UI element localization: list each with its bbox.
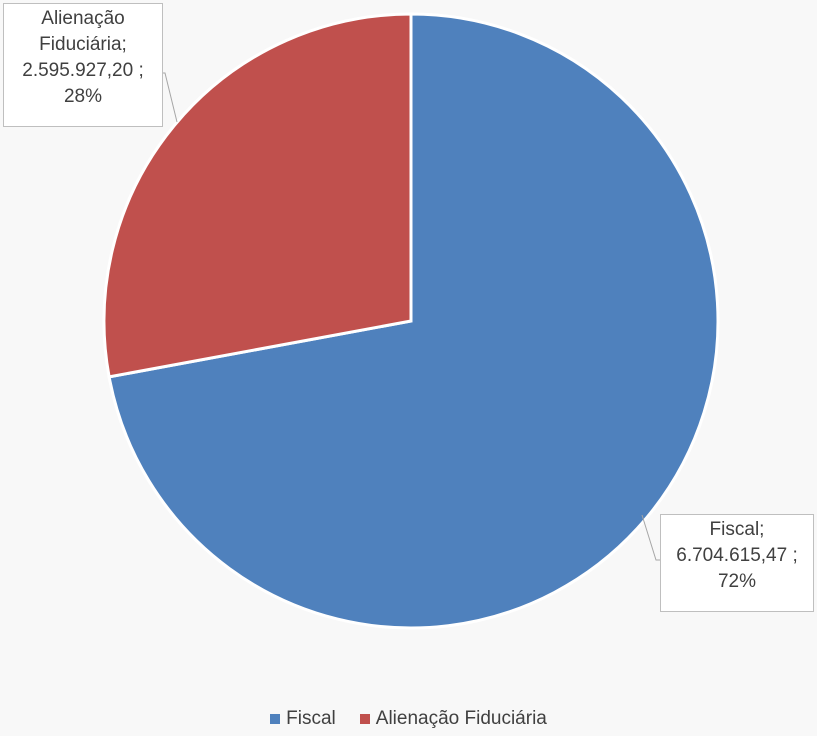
- pie-slice-alienacao[interactable]: [102, 12, 413, 379]
- data-label-alienacao-line2: Fiduciária;: [39, 34, 127, 55]
- data-label-alienacao-line1: Alienação: [41, 8, 125, 29]
- legend-swatch-alienacao: [359, 714, 370, 724]
- data-label-alienacao: Alienação Fiduciária; 2.595.927,20 ; 28%: [3, 3, 163, 127]
- leader-line-alienacao: [163, 72, 178, 123]
- data-label-fiscal-line1: Fiscal;: [709, 519, 765, 540]
- legend-label-fiscal: Fiscal: [286, 708, 336, 729]
- data-label-alienacao-line4: 28%: [63, 86, 103, 107]
- legend-item-fiscal[interactable]: Fiscal: [270, 708, 336, 730]
- legend-label-alienacao: Alienação Fiduciária: [375, 708, 547, 729]
- data-label-fiscal-line3: 72%: [717, 571, 757, 592]
- data-label-alienacao-line3: 2.595.927,20 ;: [22, 60, 144, 81]
- legend-swatch-fiscal: [270, 714, 281, 724]
- data-label-fiscal: Fiscal; 6.704.615,47 ; 72%: [660, 514, 814, 612]
- leader-line-fiscal: [641, 514, 660, 561]
- pie-slice-fiscal[interactable]: [107, 12, 720, 630]
- chart-legend: Fiscal Alienação Fiduciária: [0, 708, 817, 730]
- legend-item-alienacao[interactable]: Alienação Fiduciária: [359, 708, 547, 730]
- data-label-fiscal-line2: 6.704.615,47 ;: [676, 545, 798, 566]
